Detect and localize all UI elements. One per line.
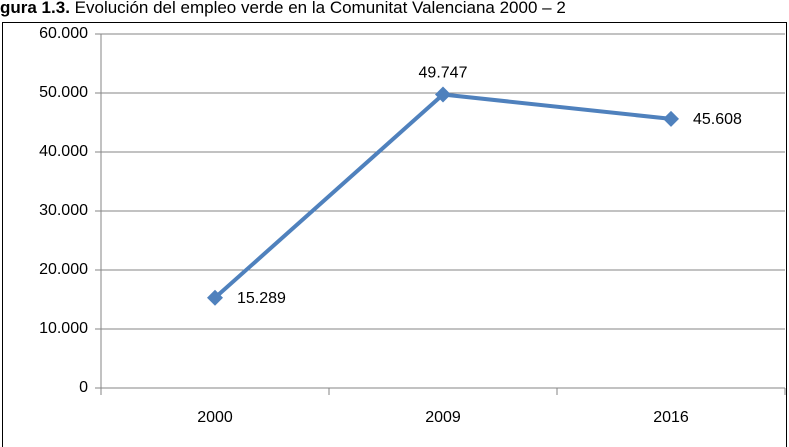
- data-label: 15.289: [237, 290, 286, 307]
- y-tick-label: 40.000: [39, 143, 88, 160]
- y-tick-label: 10.000: [39, 320, 88, 337]
- x-tick-label: 2000: [197, 409, 233, 426]
- figure-label: gura 1.3.: [0, 0, 70, 17]
- data-label: 49.747: [419, 65, 468, 82]
- data-label: 45.608: [693, 111, 742, 128]
- title-text: Evolución del empleo verde en la Comunit…: [75, 0, 566, 17]
- y-tick-label: 30.000: [39, 202, 88, 219]
- chart-title: gura 1.3. Evolución del empleo verde en …: [0, 0, 566, 17]
- y-tick-label: 20.000: [39, 261, 88, 278]
- chart-border: [2, 22, 787, 447]
- marker: [207, 289, 223, 306]
- marker: [435, 86, 451, 103]
- y-tick-label: 0: [79, 379, 88, 396]
- marker: [663, 110, 679, 127]
- x-tick-label: 2009: [425, 409, 461, 426]
- y-tick-label: 50.000: [39, 84, 88, 101]
- x-tick-label: 2016: [653, 409, 689, 426]
- y-tick-label: 60.000: [39, 25, 88, 42]
